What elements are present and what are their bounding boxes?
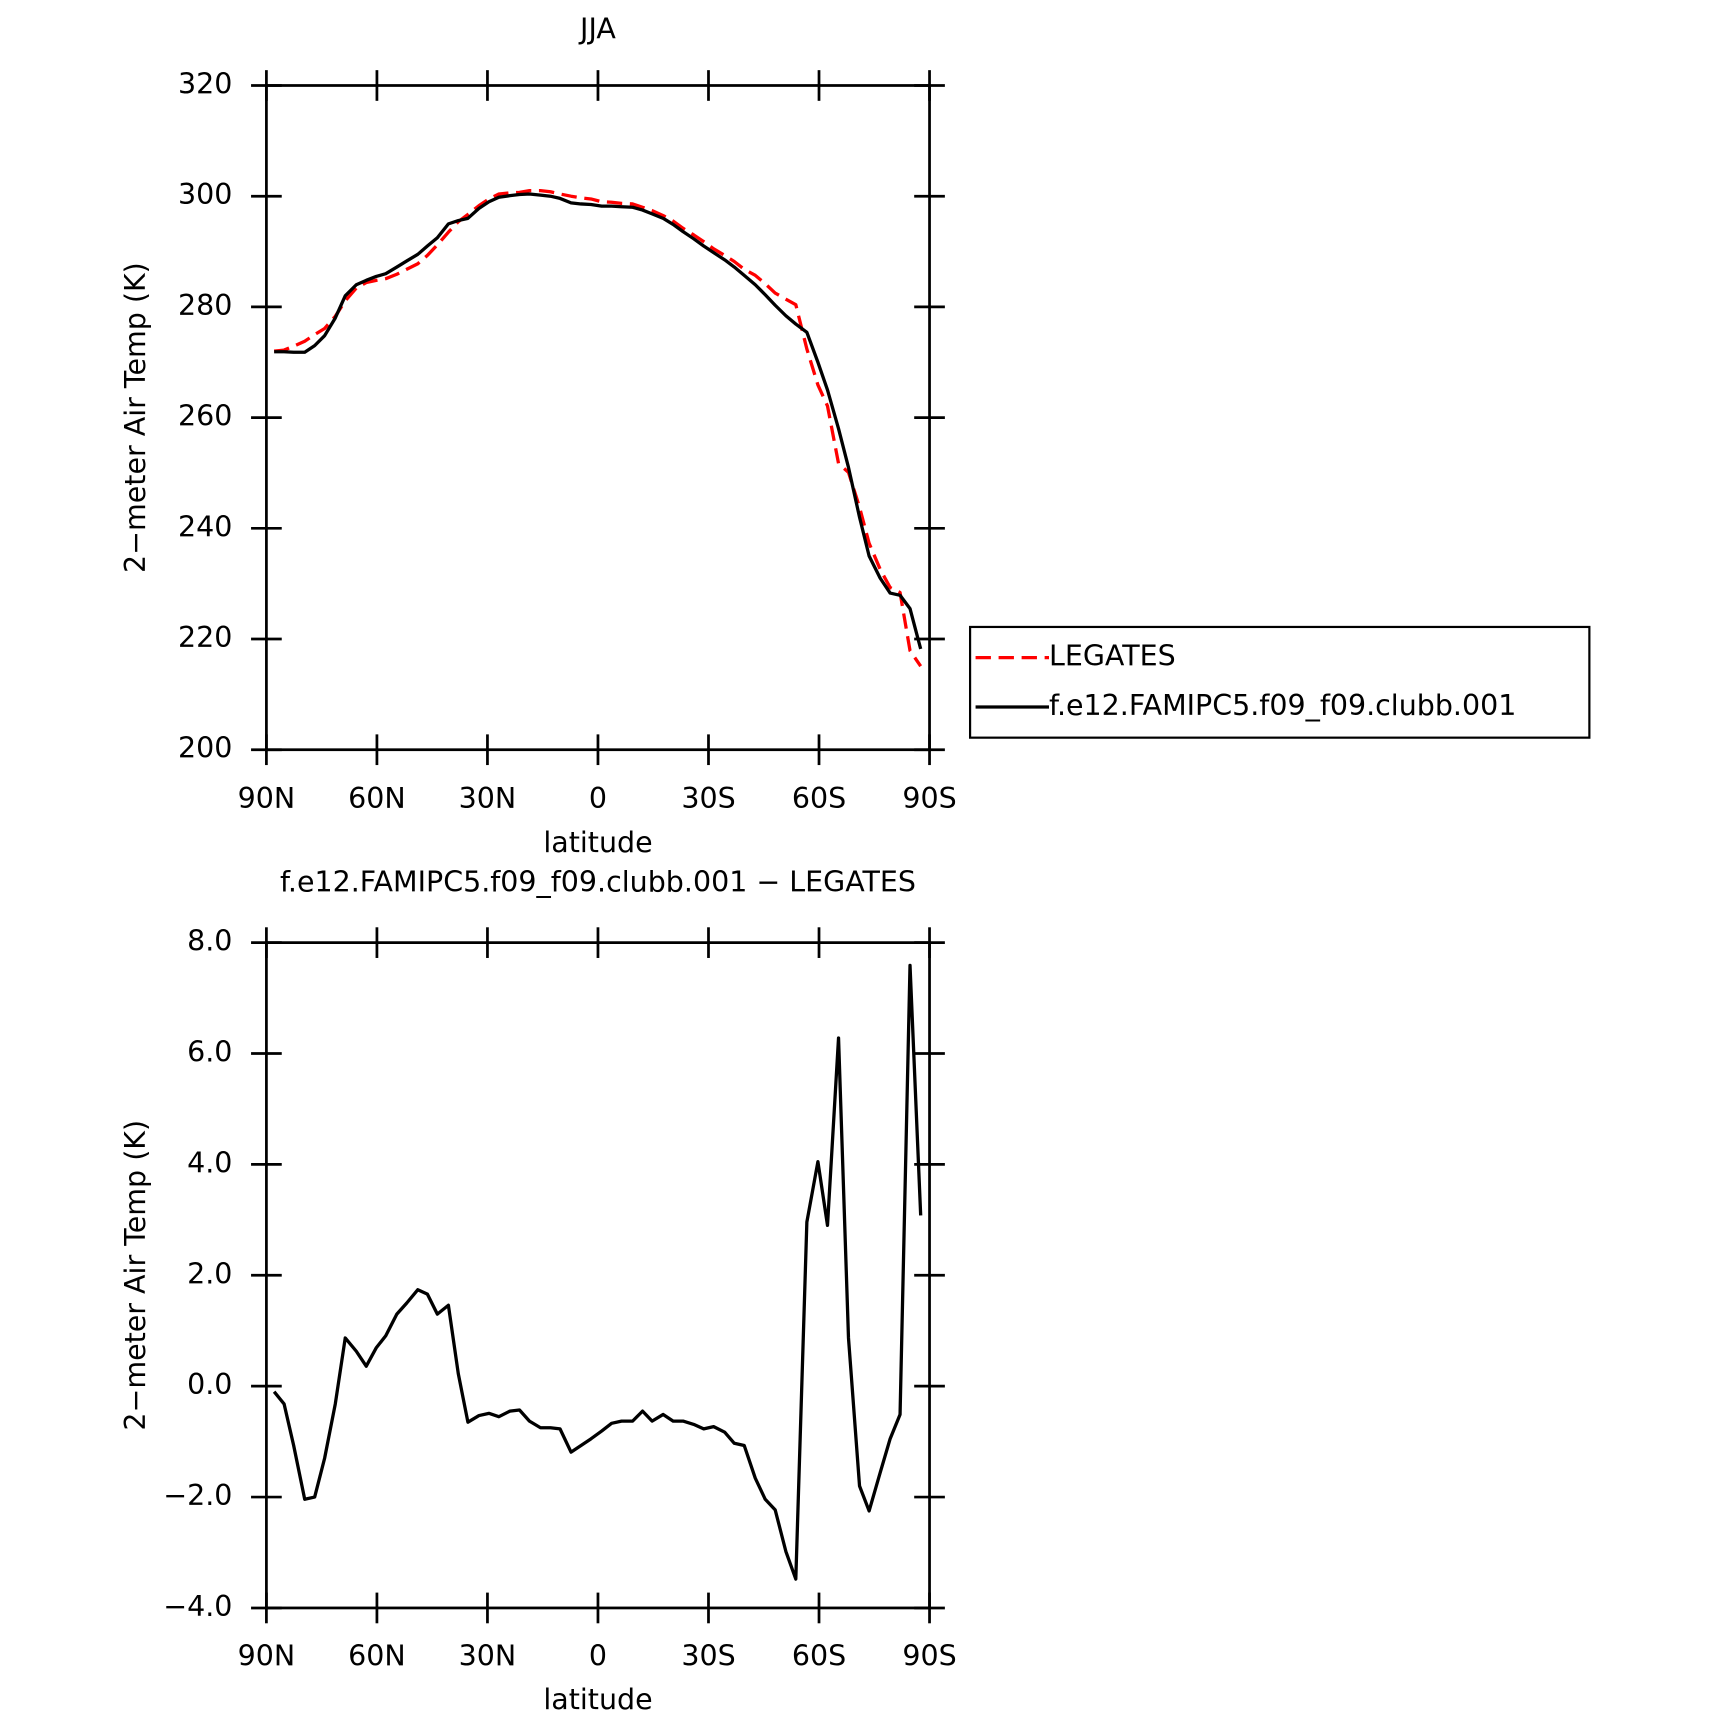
y-tick-label: 4.0 [187,1146,232,1179]
x-tick-label: 90N [238,782,296,815]
x-axis-label: latitude [543,1683,652,1716]
y-axis-label: 2−meter Air Temp (K) [119,262,152,573]
y-tick-label: 8.0 [187,925,232,958]
y-tick-label: 280 [178,289,232,322]
x-tick-label: 30N [459,782,517,815]
y-tick-label: 240 [178,510,232,543]
legend-label: f.e12.FAMIPC5.f09_f09.clubb.001 [1049,689,1516,722]
data-line [274,192,923,650]
y-tick-label: 200 [178,732,232,765]
y-axis-label: 2−meter Air Temp (K) [119,1120,152,1431]
y-tick-label: 260 [178,400,232,433]
x-tick-label: 60S [792,1639,846,1672]
x-tick-label: 90N [238,1639,296,1672]
y-tick-label: 2.0 [187,1257,232,1290]
data-line [272,963,923,1581]
chart-title: JJA [578,13,616,46]
x-tick-label: 0 [589,1639,607,1672]
chart-title: f.e12.FAMIPC5.f09_f09.clubb.001 − LEGATE… [280,865,916,898]
x-tick-label: 0 [589,782,607,815]
y-tick-label: 0.0 [187,1368,232,1401]
data-line [273,189,923,668]
x-tick-label: 30S [681,782,735,815]
x-tick-label: 30S [681,1639,735,1672]
y-tick-label: 6.0 [187,1036,232,1069]
x-tick-label: 30N [459,1639,517,1672]
y-tick-label: −4.0 [163,1590,232,1623]
x-tick-label: 60N [348,1639,406,1672]
y-tick-label: 300 [178,178,232,211]
y-tick-label: −2.0 [163,1479,232,1512]
x-tick-label: 60S [792,782,846,815]
x-tick-label: 90S [902,1639,956,1672]
y-tick-label: 220 [178,621,232,654]
x-axis-label: latitude [543,826,652,859]
plot-frame [265,941,931,1610]
y-tick-label: 320 [178,67,232,100]
legend-box [968,625,1591,739]
legend-label: LEGATES [1049,640,1176,673]
x-tick-label: 60N [348,782,406,815]
x-tick-label: 90S [902,782,956,815]
